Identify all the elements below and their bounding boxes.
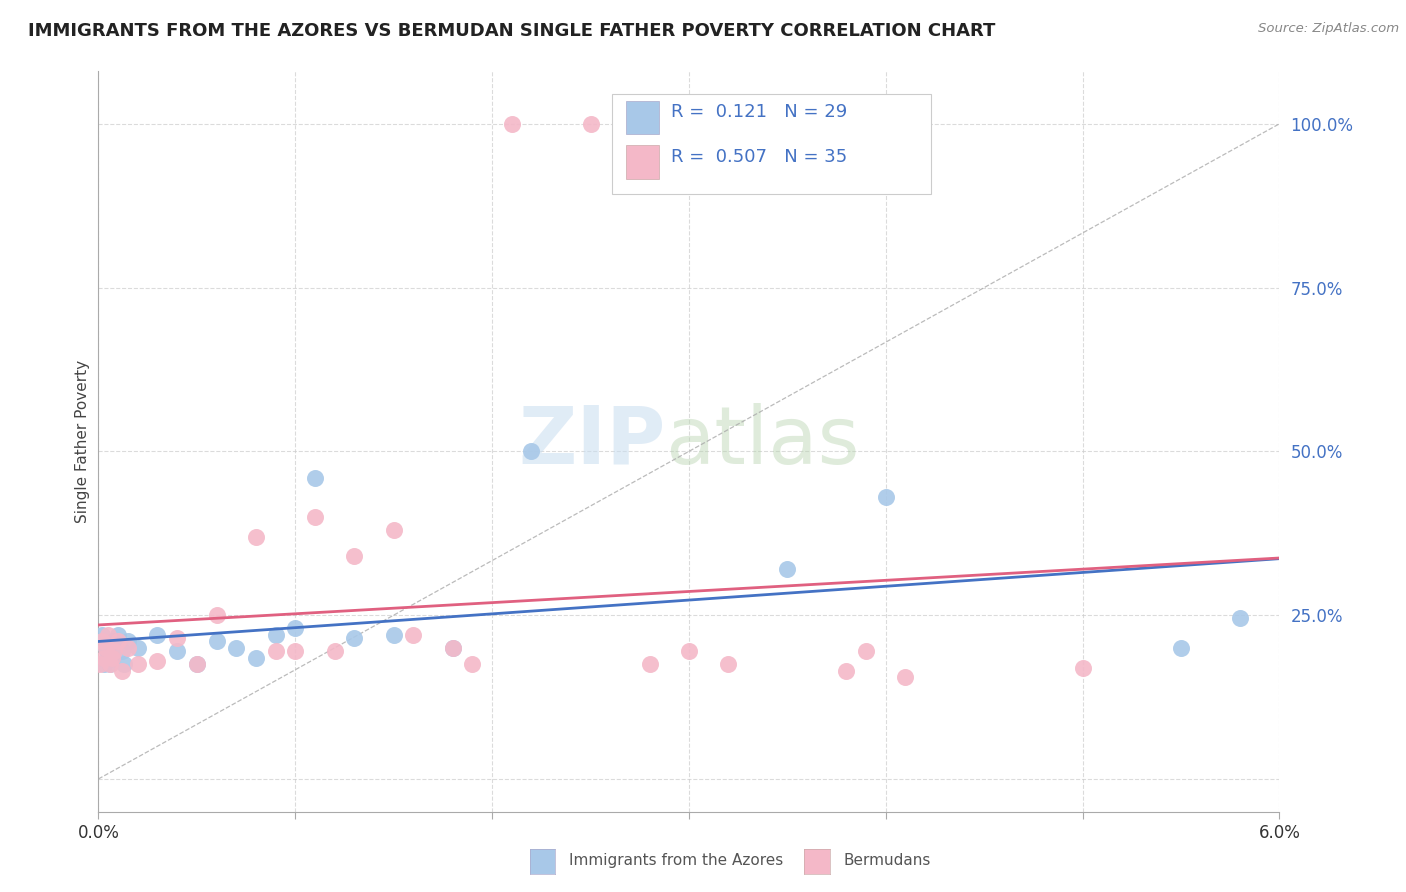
Point bbox=[579, 117, 602, 131]
Point bbox=[101, 650, 124, 665]
Point bbox=[284, 621, 307, 635]
Point bbox=[461, 657, 484, 672]
Point bbox=[382, 628, 405, 642]
Point bbox=[146, 628, 169, 642]
Point bbox=[894, 670, 917, 684]
Point bbox=[304, 470, 326, 484]
Point bbox=[93, 657, 115, 672]
Point bbox=[117, 640, 139, 655]
Point bbox=[112, 657, 135, 672]
Point bbox=[111, 664, 134, 678]
Point bbox=[264, 628, 287, 642]
Point bbox=[343, 631, 366, 645]
Point bbox=[146, 654, 169, 668]
Point bbox=[323, 644, 346, 658]
Text: R =  0.121   N = 29: R = 0.121 N = 29 bbox=[671, 103, 848, 121]
Text: Bermudans: Bermudans bbox=[844, 854, 931, 868]
Point bbox=[98, 657, 121, 672]
Point bbox=[225, 640, 247, 655]
Text: Immigrants from the Azores: Immigrants from the Azores bbox=[569, 854, 783, 868]
Point bbox=[678, 644, 700, 658]
Point bbox=[101, 650, 124, 665]
Point bbox=[284, 644, 307, 658]
Point bbox=[186, 657, 208, 672]
Point bbox=[103, 644, 125, 658]
Point bbox=[520, 444, 543, 458]
FancyBboxPatch shape bbox=[626, 101, 659, 135]
Point bbox=[205, 608, 228, 623]
Point bbox=[501, 117, 523, 131]
Point bbox=[127, 657, 149, 672]
Point bbox=[93, 650, 115, 665]
Point bbox=[186, 657, 208, 672]
Point bbox=[96, 640, 118, 655]
Point bbox=[245, 530, 267, 544]
Point bbox=[1071, 660, 1094, 674]
Point bbox=[91, 628, 114, 642]
Y-axis label: Single Father Poverty: Single Father Poverty bbox=[75, 360, 90, 523]
Point bbox=[304, 509, 326, 524]
Point bbox=[117, 634, 139, 648]
FancyBboxPatch shape bbox=[612, 94, 931, 194]
Point bbox=[855, 644, 877, 658]
Point bbox=[97, 648, 120, 662]
Point bbox=[441, 640, 464, 655]
Point bbox=[89, 657, 111, 672]
Point bbox=[264, 644, 287, 658]
Point bbox=[103, 634, 125, 648]
Point bbox=[166, 644, 188, 658]
Text: Source: ZipAtlas.com: Source: ZipAtlas.com bbox=[1258, 22, 1399, 36]
Point bbox=[638, 657, 661, 672]
Point bbox=[91, 634, 114, 648]
Point bbox=[1170, 640, 1192, 655]
FancyBboxPatch shape bbox=[626, 145, 659, 178]
Text: ZIP: ZIP bbox=[517, 402, 665, 481]
Point bbox=[98, 657, 121, 672]
Point bbox=[97, 628, 120, 642]
Point bbox=[441, 640, 464, 655]
Point bbox=[96, 640, 118, 655]
Point bbox=[127, 640, 149, 655]
Point bbox=[111, 644, 134, 658]
Point bbox=[343, 549, 366, 564]
Text: atlas: atlas bbox=[665, 402, 859, 481]
Point bbox=[1229, 611, 1251, 625]
Point bbox=[835, 664, 858, 678]
Text: R =  0.507   N = 35: R = 0.507 N = 35 bbox=[671, 147, 848, 166]
Point bbox=[776, 562, 799, 576]
Point bbox=[402, 628, 425, 642]
Point bbox=[245, 650, 267, 665]
Point bbox=[875, 490, 897, 504]
Point bbox=[382, 523, 405, 537]
Text: IMMIGRANTS FROM THE AZORES VS BERMUDAN SINGLE FATHER POVERTY CORRELATION CHART: IMMIGRANTS FROM THE AZORES VS BERMUDAN S… bbox=[28, 22, 995, 40]
Point bbox=[205, 634, 228, 648]
Point bbox=[166, 631, 188, 645]
Point bbox=[717, 657, 740, 672]
Point bbox=[107, 634, 129, 648]
Point bbox=[107, 628, 129, 642]
